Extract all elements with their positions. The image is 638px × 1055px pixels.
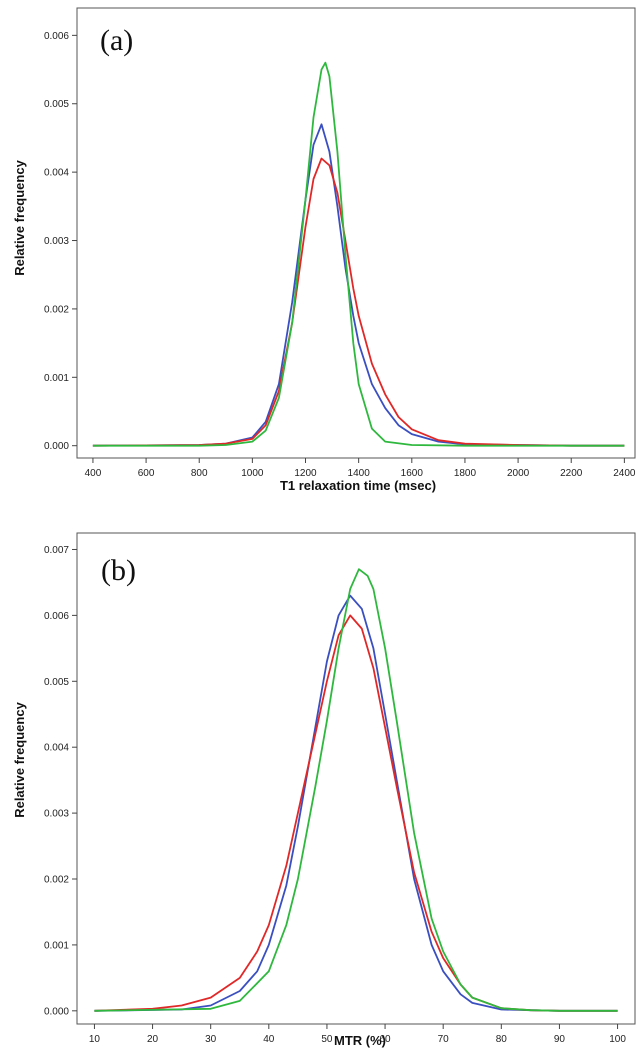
x-tick-label-a-0: 400 bbox=[85, 468, 102, 479]
x-tick-label-b-0: 10 bbox=[89, 1034, 101, 1045]
y-tick-label-a-1: 0.001 bbox=[44, 373, 69, 384]
x-tick-label-b-4: 50 bbox=[321, 1034, 333, 1045]
y-tick-label-b-6: 0.006 bbox=[44, 611, 69, 622]
y-tick-label-a-4: 0.004 bbox=[44, 168, 69, 179]
x-tick-label-a-3: 1000 bbox=[241, 468, 264, 479]
y-tick-label-a-0: 0.000 bbox=[44, 441, 69, 452]
x-tick-label-a-9: 2200 bbox=[560, 468, 583, 479]
ticks-b: 10 20 30 40 50 60 70 80 90 100 0.000 0.001 0.002 0.00… bbox=[44, 545, 626, 1045]
x-tick-label-a-10: 2400 bbox=[613, 468, 636, 479]
x-tick-label-b-2: 30 bbox=[205, 1034, 217, 1045]
x-tick-label-b-9: 100 bbox=[609, 1034, 626, 1045]
x-tick-label-a-6: 1600 bbox=[401, 468, 424, 479]
ticks-a: 400 600 800 1000 1200 1400 1600 1800 2000 2200 240… bbox=[44, 31, 636, 479]
y-tick-label-a-5: 0.005 bbox=[44, 99, 69, 110]
x-tick-label-b-3: 40 bbox=[263, 1034, 275, 1045]
series-line-a-2 bbox=[92, 61, 625, 447]
y-tick-label-b-1: 0.001 bbox=[44, 940, 69, 951]
y-tick-label-b-2: 0.002 bbox=[44, 875, 69, 886]
x-tick-label-b-1: 20 bbox=[147, 1034, 159, 1045]
x-axis-title-b: MTR (%) bbox=[334, 1033, 386, 1048]
x-tick-label-b-5: 60 bbox=[380, 1034, 392, 1045]
x-tick-label-a-2: 800 bbox=[191, 468, 208, 479]
y-tick-label-a-2: 0.002 bbox=[44, 304, 69, 315]
x-tick-label-a-8: 2000 bbox=[507, 468, 530, 479]
y-tick-label-b-7: 0.007 bbox=[44, 545, 69, 556]
plot-frame-b bbox=[76, 532, 636, 1025]
x-tick-label-b-6: 70 bbox=[438, 1034, 450, 1045]
x-axis-title-a: T1 relaxation time (msec) bbox=[280, 478, 436, 493]
plot-frame-a bbox=[76, 7, 636, 459]
series-lines-a bbox=[92, 61, 625, 447]
y-tick-label-b-4: 0.004 bbox=[44, 743, 69, 754]
y-tick-label-b-5: 0.005 bbox=[44, 677, 69, 688]
panel-label-a: (a) bbox=[100, 24, 133, 57]
y-tick-label-a-6: 0.006 bbox=[44, 31, 69, 42]
panel-b: (b) Relative frequency MTR (%) 10 20 30 40 5… bbox=[12, 532, 636, 1048]
y-tick-label-a-3: 0.003 bbox=[44, 236, 69, 247]
panel-label-b: (b) bbox=[101, 554, 136, 587]
y-tick-label-b-3: 0.003 bbox=[44, 809, 69, 820]
x-tick-label-a-5: 1400 bbox=[348, 468, 371, 479]
y-tick-label-b-0: 0.000 bbox=[44, 1006, 69, 1017]
series-line-b-2 bbox=[94, 568, 618, 1012]
x-tick-label-a-4: 1200 bbox=[294, 468, 317, 479]
series-line-b-1 bbox=[94, 614, 618, 1012]
x-tick-label-a-1: 600 bbox=[138, 468, 155, 479]
series-line-b-0 bbox=[94, 594, 618, 1012]
series-lines-b bbox=[94, 568, 618, 1012]
series-line-a-1 bbox=[92, 157, 625, 447]
y-axis-title-b: Relative frequency bbox=[12, 701, 27, 817]
panel-a: (a) Relative frequency T1 relaxation tim… bbox=[12, 7, 636, 493]
y-axis-title-a: Relative frequency bbox=[12, 159, 27, 275]
x-tick-label-b-7: 80 bbox=[496, 1034, 508, 1045]
x-tick-label-b-8: 90 bbox=[554, 1034, 566, 1045]
series-line-a-0 bbox=[92, 123, 625, 447]
x-tick-label-a-7: 1800 bbox=[454, 468, 477, 479]
